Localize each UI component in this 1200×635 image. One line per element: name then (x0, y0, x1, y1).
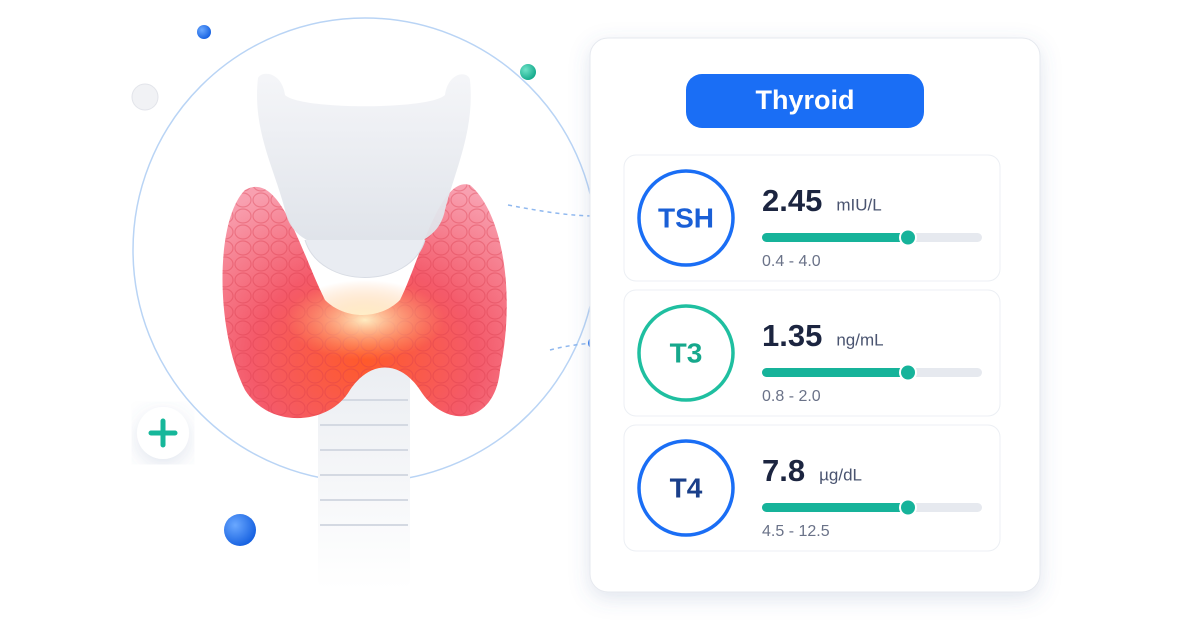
glow (285, 280, 445, 360)
range-fill (762, 233, 908, 242)
cricoid (304, 239, 426, 278)
test-range: 0.4 - 4.0 (762, 253, 821, 270)
test-name: TSH (658, 202, 714, 233)
test-ring (637, 304, 735, 402)
test-value: 2.45 (762, 183, 822, 218)
test-value: 1.35 (762, 318, 822, 353)
trachea-rings (320, 399, 408, 526)
range-knob (899, 228, 917, 247)
rows: TSH 2.45 mIU/L 0.4 - 4.0 T3 1.35 ng/mL 0.8 - 2.… (623, 154, 1001, 552)
connector (549, 342, 595, 351)
dot (224, 514, 256, 546)
test-unit: mIU/L (836, 195, 881, 214)
dot (197, 25, 211, 39)
range-fill (762, 503, 908, 512)
test-range: 4.5 - 12.5 (762, 523, 830, 540)
dot (520, 64, 536, 80)
thyroid-texture (222, 184, 507, 419)
larynx (257, 73, 471, 252)
test-ring (637, 169, 735, 267)
test-name: T4 (670, 472, 703, 503)
card-title: Thyroid (756, 85, 855, 115)
test-unit: ng/mL (836, 330, 883, 349)
test-range: 0.8 - 2.0 (762, 388, 821, 405)
test-unit: µg/dL (819, 465, 862, 484)
range-fill (762, 368, 908, 377)
range-knob (899, 498, 917, 517)
plus-icon (148, 418, 178, 448)
test-ring (637, 439, 735, 537)
range-knob (899, 363, 917, 382)
title-pill (686, 74, 924, 128)
connector (507, 204, 598, 217)
dot (131, 83, 159, 111)
test-name: T3 (670, 337, 703, 368)
test-value: 7.8 (762, 453, 805, 488)
